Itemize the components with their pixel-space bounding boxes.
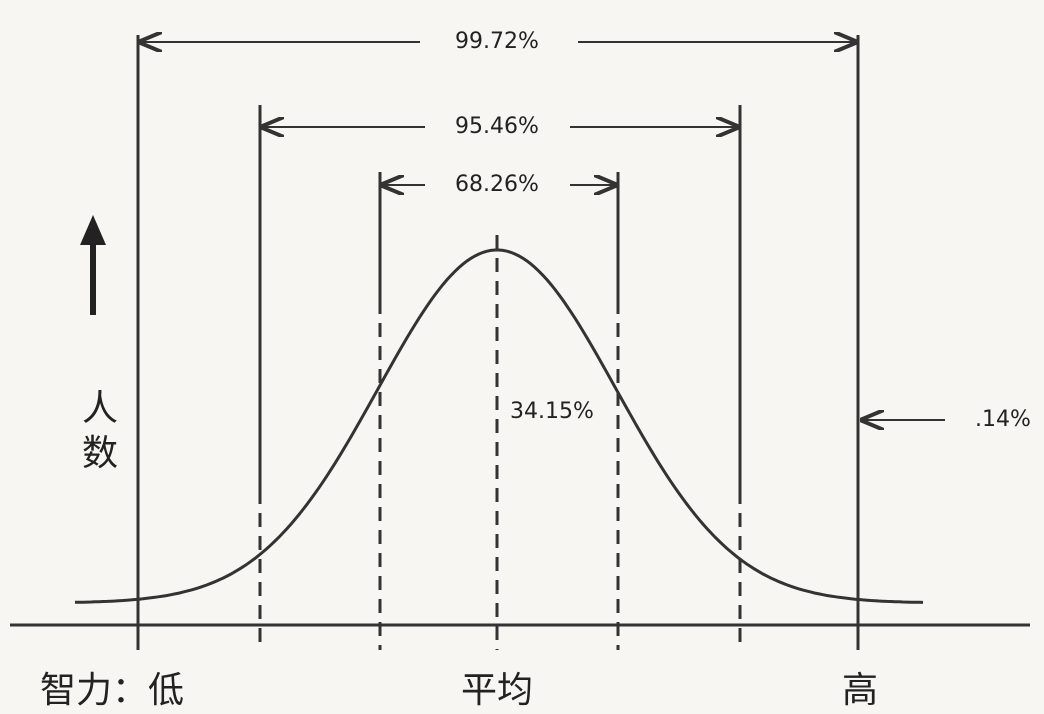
center-label: 34.15% xyxy=(510,399,594,424)
x-axis-label: 平均 xyxy=(461,670,533,711)
tail-label: .14% xyxy=(975,407,1031,432)
span-label: 68.26% xyxy=(455,172,539,197)
up-arrow-head xyxy=(80,215,106,245)
span-label: 95.46% xyxy=(455,114,539,139)
normal-curve xyxy=(75,250,923,602)
span-label: 99.72% xyxy=(455,29,539,54)
y-axis-label: 人 xyxy=(82,388,118,429)
x-axis-label: 高 xyxy=(842,670,878,711)
diagram: 99.72% 95.46% 68.26% 34.15% .14% 人 数 智力：… xyxy=(0,0,1044,714)
y-axis-label: 数 xyxy=(82,433,118,474)
x-axis-label: 智力：低 xyxy=(40,670,184,711)
